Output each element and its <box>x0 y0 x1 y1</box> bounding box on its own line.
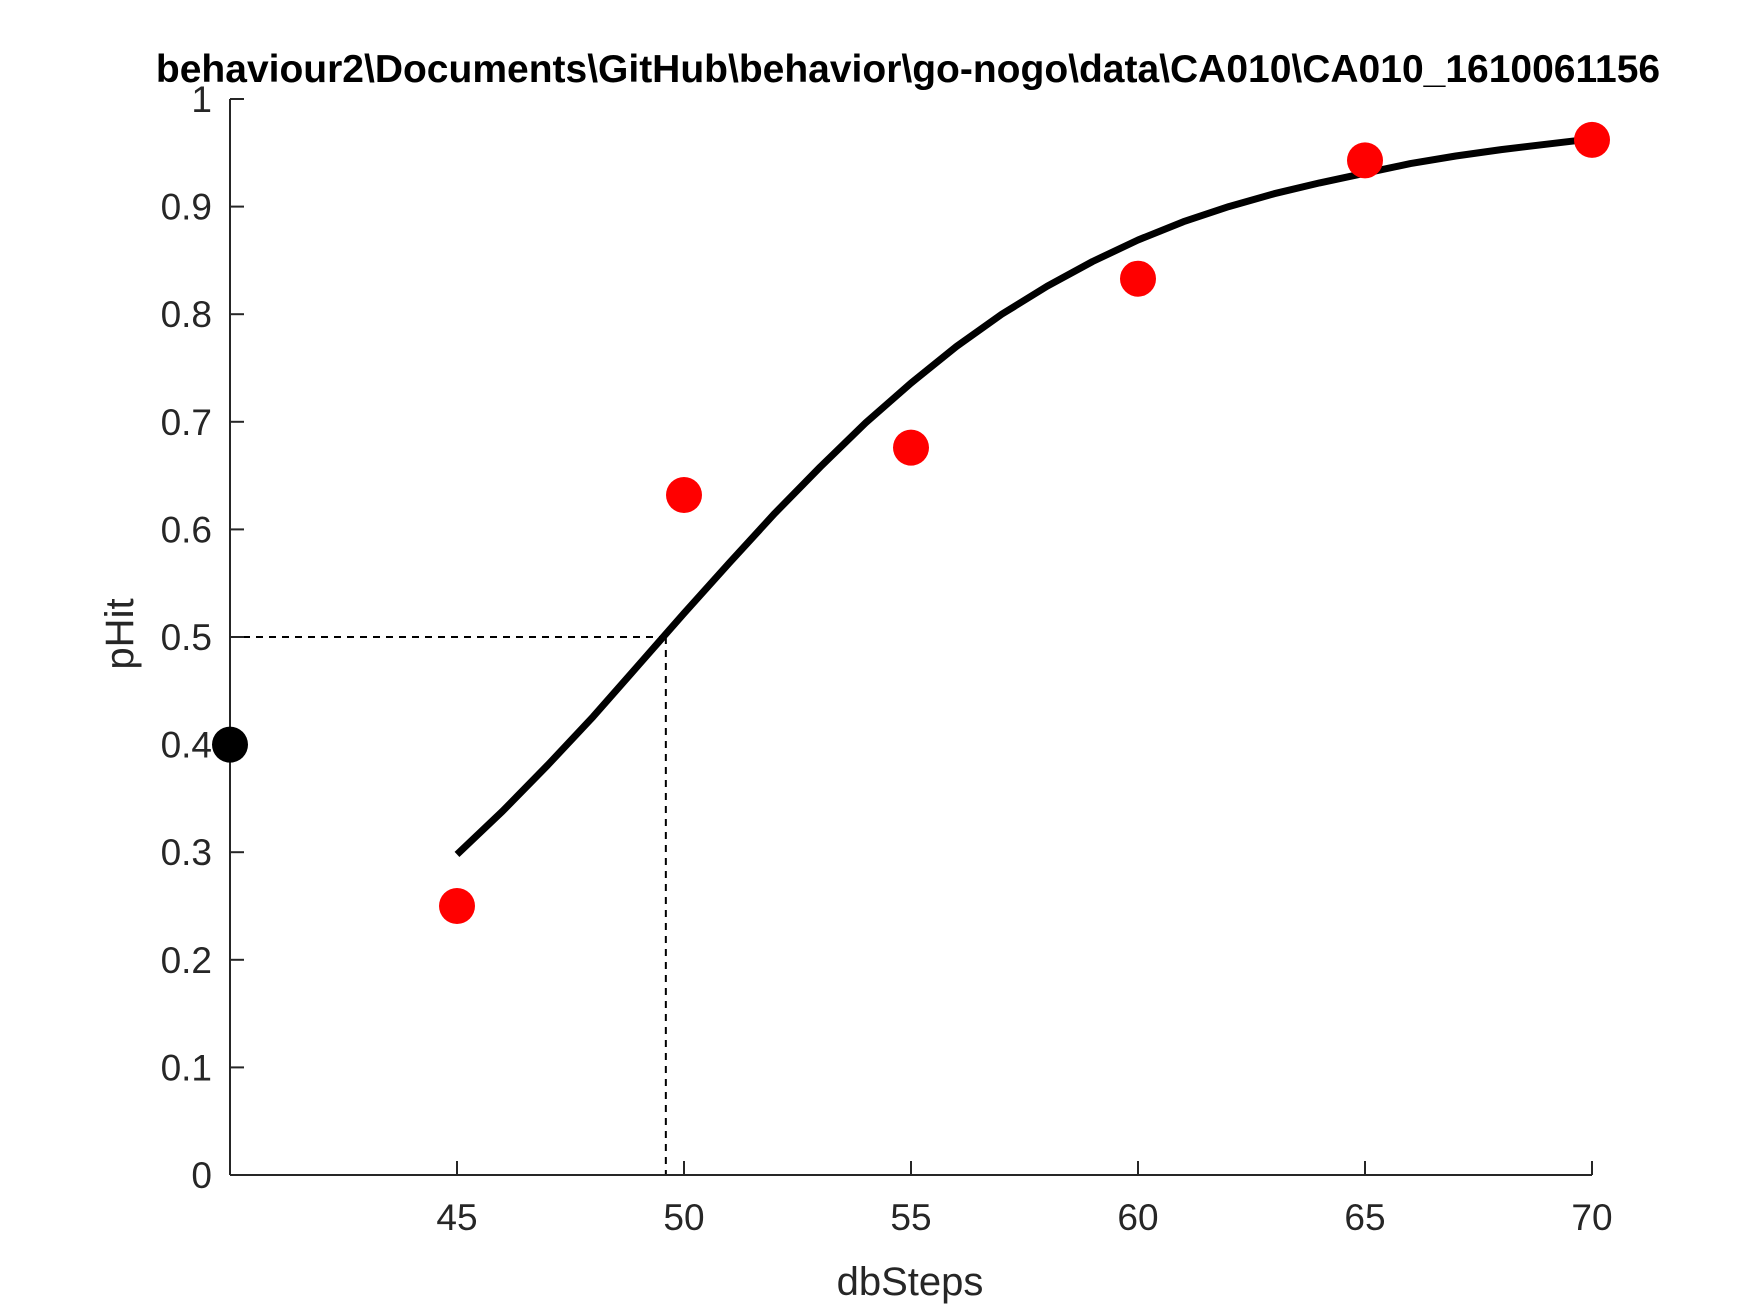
data-point <box>666 476 702 513</box>
y-tick-label: 0.5 <box>161 617 212 658</box>
y-tick-label: 0 <box>191 1155 212 1196</box>
data-point <box>1120 260 1156 297</box>
x-tick-label: 70 <box>1571 1197 1612 1238</box>
y-tick-label: 0.1 <box>161 1047 212 1088</box>
tick-labels: 0 0.1 0.2 0.3 0.4 0.5 0.6 0.7 0.8 0.9 1 45 50 55 60 65 7… <box>161 79 1613 1238</box>
y-tick-label: 0.8 <box>161 294 212 335</box>
fit-curve <box>454 135 1593 857</box>
y-tick-label: 0.6 <box>161 509 212 550</box>
data-point <box>439 888 475 924</box>
y-tick-label: 0.9 <box>161 187 212 228</box>
x-tick-label: 45 <box>436 1197 477 1238</box>
x-tick-label: 55 <box>890 1197 931 1238</box>
baseline-point <box>212 726 248 763</box>
data-point <box>1574 121 1610 158</box>
y-tick-label: 0.2 <box>161 940 212 981</box>
axes <box>229 98 1593 1176</box>
y-axis-label: pHit <box>98 598 142 669</box>
x-tick-label: 50 <box>663 1197 704 1238</box>
y-tick-label: 1 <box>191 79 212 120</box>
y-tick-label: 0.4 <box>161 725 212 766</box>
y-tick-label: 0.3 <box>161 832 212 873</box>
x-tick-label: 60 <box>1117 1197 1158 1238</box>
threshold-lines <box>230 636 667 1175</box>
data-point <box>1347 142 1383 179</box>
x-axis-label: dbSteps <box>837 1260 984 1304</box>
y-tick-label: 0.7 <box>161 402 212 443</box>
data-point <box>893 429 929 466</box>
fit-curve-layer <box>454 135 1593 857</box>
data-points <box>212 121 1610 924</box>
chart-title: behaviour2\Documents\GitHub\behavior\go-… <box>156 48 1660 91</box>
x-tick-label: 65 <box>1344 1197 1385 1238</box>
